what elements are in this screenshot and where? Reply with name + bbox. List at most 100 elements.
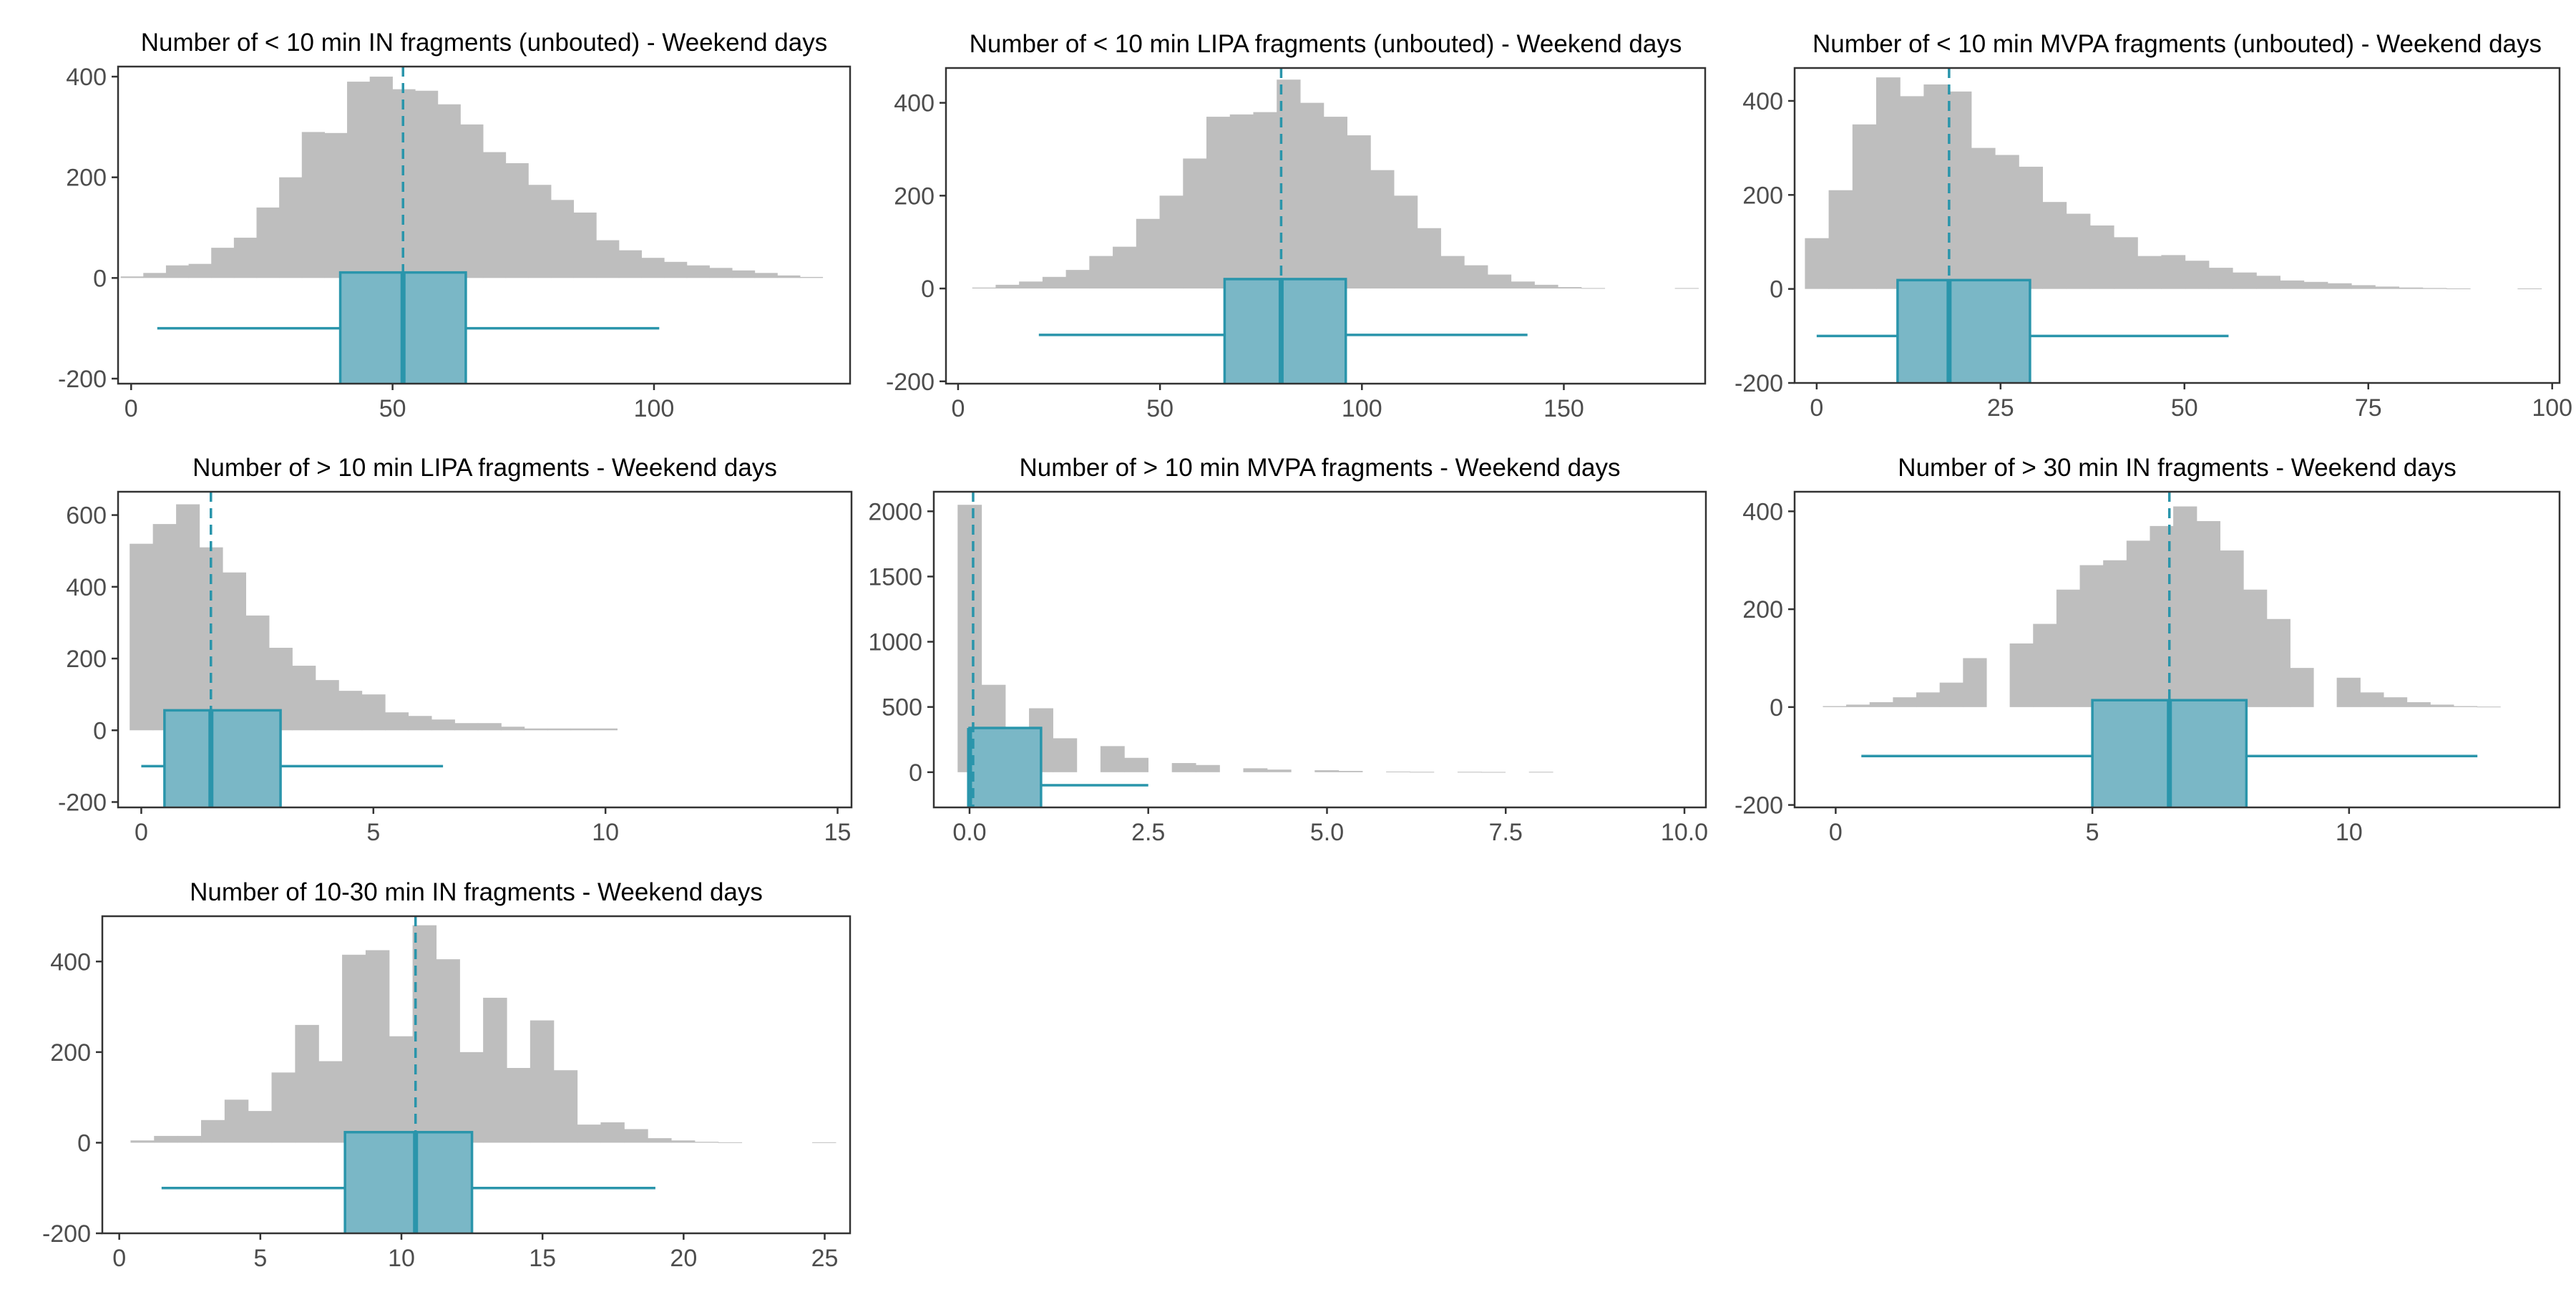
histogram-bar [2399,287,2424,289]
histogram-bar [120,276,144,278]
histogram-bar [2303,281,2328,289]
histogram-bar [2327,283,2352,289]
panel-title: Number of 10-30 min IN fragments - Weeke… [190,878,763,906]
x-tick-label: 50 [1146,395,1174,422]
histogram-bar [130,543,154,731]
y-tick-label: 1000 [868,629,922,656]
facet-panel: Number of > 10 min MVPA fragments - Week… [868,454,1708,846]
x-tick-label: 5 [366,819,380,846]
x-tick-label: 0 [125,395,138,422]
histogram-bar [2185,261,2210,289]
x-tick-label: 5 [2086,819,2099,846]
histogram-bar [2360,692,2384,707]
histogram-bar [324,132,348,278]
histogram-bar [256,207,280,278]
histogram-bar [1511,281,1535,289]
histogram-bar [1916,692,1941,707]
y-tick-label: 500 [882,694,922,722]
histogram-bar [1875,77,1901,289]
panel-border [1793,67,2561,384]
histogram-bar [154,1135,178,1143]
histogram-bar [2009,643,2034,707]
histogram-bar [2336,677,2361,707]
x-tick-label: 0 [135,819,148,846]
histogram-bar [143,273,167,278]
histogram-bar [1900,96,1924,289]
histogram-bar [365,950,390,1143]
x-tick-label: 50 [379,395,406,422]
facet-panel: Number of 10-30 min IN fragments - Weeke… [42,878,852,1272]
boxplot-box [1896,278,2031,383]
histogram-bar [292,666,316,731]
histogram-bar [301,132,326,278]
histogram-bar [1963,658,1987,707]
histogram-bar [408,716,432,731]
histogram-bar [385,712,409,731]
x-tick-label: 10.0 [1661,819,1708,846]
histogram-bar [593,728,618,731]
x-tick-label: 7.5 [1489,819,1523,846]
histogram-bar [483,997,507,1143]
y-tick-label: -200 [1735,792,1783,820]
histogram-bar [754,273,778,278]
histogram-bar [1124,757,1149,772]
histogram-bar [315,680,339,731]
histogram-bar [573,212,597,278]
histogram-bar [812,1142,836,1143]
histogram-bar [618,250,642,278]
histogram-bar [188,263,212,278]
y-tick-label: 400 [894,90,935,117]
histogram-bar [2430,704,2454,707]
histogram-bar [2103,560,2127,707]
y-tick-label: 600 [66,502,107,530]
histogram-bar [501,727,525,731]
x-tick-label: 150 [1543,395,1584,422]
histogram-bar [2173,506,2197,707]
x-tick-label: 0 [112,1245,126,1272]
panel-border [101,915,852,1235]
histogram-bar [1171,763,1196,772]
histogram-bar [338,691,363,731]
histogram-bar [482,152,507,278]
histogram-bar [570,728,595,731]
x-tick-label: 10 [592,819,619,846]
panel-title: Number of > 30 min IN fragments - Weeken… [1898,454,2456,482]
histogram-bar [1923,84,1948,289]
x-tick-label: 25 [811,1245,839,1272]
histogram-bar [1846,704,1870,707]
boxplot-box [968,727,1043,807]
y-tick-label: 0 [1770,694,1783,722]
x-tick-label: 25 [1987,394,2014,422]
histogram-bar [624,1129,648,1143]
y-tick-label: 200 [66,646,107,673]
facet-panel: Number of > 30 min IN fragments - Weeken… [1735,454,2561,846]
histogram-bar [2066,213,2091,289]
histogram-bar [222,572,247,731]
histogram-bar [1939,682,1963,707]
histogram-bar [670,1140,696,1143]
panel-border [1793,490,2561,809]
histogram-bar [248,1111,273,1143]
histogram-bar [2517,288,2542,289]
y-tick-label: 400 [66,64,107,91]
y-tick-label: 0 [93,717,107,744]
histogram-bar [1805,238,1830,289]
x-tick-label: 5 [253,1245,267,1272]
histogram-bar [799,276,824,278]
histogram-bar [1994,155,2019,289]
histogram-bar [2375,286,2400,289]
histogram-bar [1089,256,1113,289]
histogram-bar [664,261,688,278]
histogram-bar [1370,170,1395,289]
histogram-bar [507,1068,531,1143]
histogram-bar [731,270,756,278]
panel-title: Number of > 10 min LIPA fragments - Week… [192,454,777,482]
histogram-bar [2196,521,2221,707]
y-tick-label: 200 [1742,596,1783,623]
histogram-bar [295,1024,319,1143]
histogram-bar [342,954,366,1143]
histogram-bar [648,1138,672,1143]
histogram-bar [369,77,393,278]
histogram-bar [577,1125,602,1143]
x-tick-label: 20 [670,1245,697,1272]
